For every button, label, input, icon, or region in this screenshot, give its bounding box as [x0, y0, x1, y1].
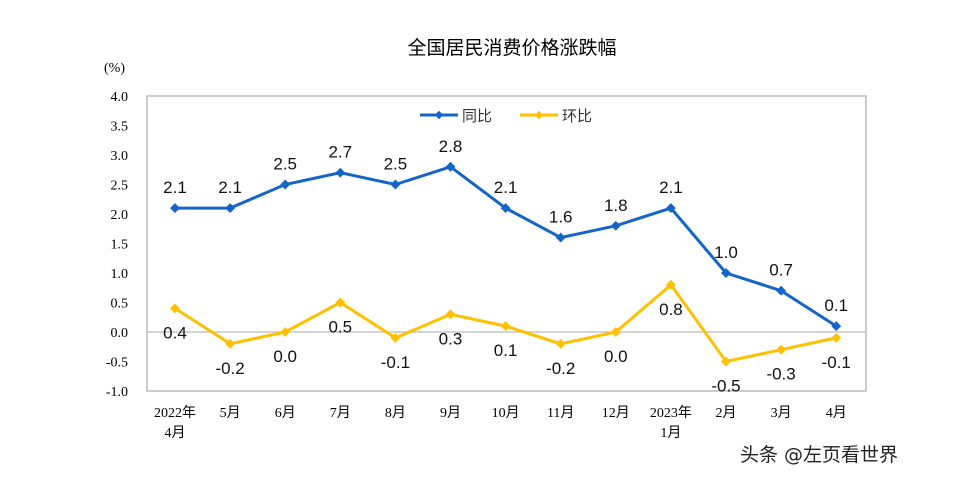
y-tick-label: -1.0	[106, 385, 128, 400]
data-point	[390, 179, 401, 190]
data-label: 2.1	[494, 178, 518, 197]
data-point	[665, 203, 676, 214]
y-tick-label: 1.0	[111, 267, 129, 282]
data-point	[445, 161, 456, 172]
y-tick-label: 1.5	[111, 238, 129, 253]
data-point	[776, 285, 787, 296]
y-tick-label: -0.5	[106, 356, 128, 371]
x-tick-label: 8月	[385, 405, 406, 421]
y-tick-label: 3.0	[111, 149, 129, 164]
data-label: 0.5	[328, 318, 352, 337]
y-tick-label: 3.5	[111, 120, 129, 135]
legend-marker	[534, 110, 544, 120]
data-label: 0.1	[494, 341, 518, 360]
x-tick-label: 4月	[165, 425, 186, 441]
data-label: 0.1	[824, 296, 848, 315]
x-tick-label: 9月	[440, 405, 461, 421]
data-label: 0.8	[659, 300, 683, 319]
data-point	[610, 220, 621, 231]
data-point	[445, 309, 456, 320]
x-tick-label: 2023年	[650, 405, 692, 421]
data-label: -0.3	[766, 365, 795, 384]
data-label: -0.2	[546, 359, 575, 378]
y-tick-label: 4.0	[111, 90, 129, 105]
data-label: -0.1	[381, 353, 410, 372]
data-point	[721, 268, 731, 278]
data-point	[776, 344, 787, 355]
y-tick-label: 0.5	[111, 297, 129, 312]
x-tick-label: 1月	[660, 425, 681, 441]
data-point	[170, 203, 180, 214]
data-label: 2.8	[439, 137, 463, 156]
data-label: 0.4	[163, 323, 187, 342]
watermark: 头条 @左页看世界	[740, 444, 899, 466]
data-point	[225, 203, 236, 214]
data-label: 1.0	[714, 243, 738, 262]
x-tick-label: 4月	[826, 405, 847, 421]
data-label: 2.5	[273, 155, 297, 174]
data-point	[721, 356, 731, 367]
data-label: 2.5	[384, 155, 408, 174]
data-label: -0.1	[822, 353, 851, 372]
data-point	[831, 321, 842, 332]
data-point	[831, 332, 842, 343]
x-tick-label: 5月	[220, 405, 241, 421]
x-tick-label: 7月	[330, 405, 351, 421]
data-point	[280, 327, 291, 337]
data-point	[225, 338, 236, 349]
data-point	[555, 232, 566, 243]
data-label: 1.6	[549, 208, 573, 227]
data-label: 0.0	[273, 347, 297, 366]
data-point	[665, 279, 676, 290]
plot-area	[146, 95, 867, 392]
y-tick-label: 2.0	[111, 208, 129, 223]
data-point	[500, 321, 511, 332]
data-point	[280, 179, 291, 190]
data-point	[610, 327, 621, 337]
data-label: 0.3	[439, 329, 463, 348]
data-label: -0.5	[711, 377, 740, 396]
data-label: 2.1	[163, 178, 187, 197]
y-tick-label: 0.0	[111, 326, 129, 341]
x-tick-label: 10月	[492, 405, 520, 421]
data-label: 1.8	[604, 196, 628, 215]
y-axis-label: (%)	[104, 61, 125, 76]
y-tick-label: 2.5	[111, 179, 129, 194]
data-label: 2.1	[659, 178, 683, 197]
data-label: 0.7	[769, 261, 793, 280]
data-label: 0.0	[604, 347, 628, 366]
data-point	[555, 338, 566, 349]
data-point	[390, 332, 401, 343]
data-point	[335, 297, 346, 308]
x-tick-label: 2月	[716, 405, 737, 421]
data-label: 2.7	[328, 143, 352, 162]
data-label: -0.2	[215, 359, 244, 378]
legend-label: 同比	[462, 108, 492, 125]
data-point	[500, 203, 511, 214]
legend-marker	[434, 110, 444, 120]
x-tick-label: 12月	[602, 405, 630, 421]
data-label: 2.1	[218, 178, 242, 197]
data-point	[170, 303, 180, 314]
x-tick-label: 6月	[275, 405, 296, 421]
chart-title: 全国居民消费价格涨跌幅	[407, 37, 616, 59]
data-point	[335, 167, 346, 178]
x-tick-label: 11月	[547, 405, 574, 421]
x-tick-label: 2022年	[154, 405, 196, 421]
legend-label: 环比	[562, 108, 592, 125]
x-tick-label: 3月	[771, 405, 792, 421]
